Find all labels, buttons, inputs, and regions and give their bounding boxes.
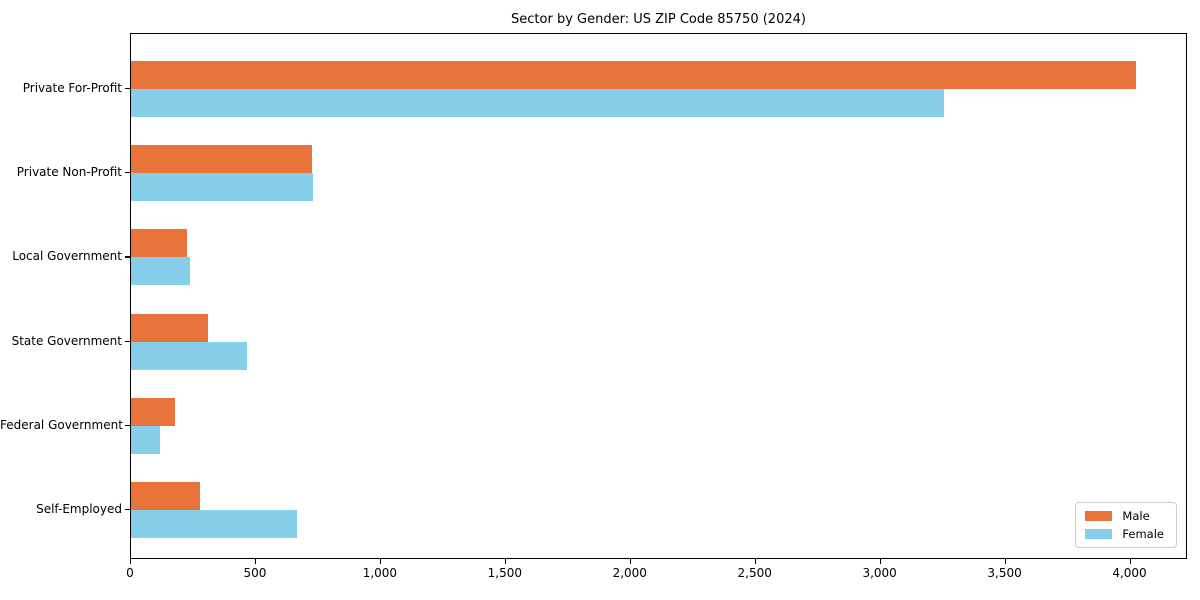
- legend-item-female: Female: [1085, 528, 1164, 540]
- bar-female-private-non-profit: [131, 173, 314, 202]
- legend-item-male: Male: [1085, 510, 1164, 522]
- plot-area: Male Female: [130, 33, 1187, 559]
- y-axis-label: Private Non-Profit: [16, 165, 122, 180]
- y-axis-label: Private For-Profit: [22, 81, 122, 95]
- y-tick-mark: [125, 256, 130, 258]
- x-tick-label: 2,000: [612, 566, 647, 580]
- y-axis-label: Local Government: [12, 249, 122, 264]
- bar-female-private-for-profit: [131, 89, 945, 117]
- x-tick-mark: [504, 559, 506, 564]
- x-tick-label: 3,500: [987, 566, 1022, 580]
- bar-male-federal-government: [131, 397, 175, 426]
- x-tick-mark: [254, 559, 257, 564]
- bar-female-federal-government: [131, 425, 160, 454]
- legend-label: Male: [1122, 509, 1150, 523]
- bar-male-self-employed: [131, 482, 200, 510]
- x-tick-mark: [754, 559, 756, 564]
- chart-title: Sector by Gender: US ZIP Code 85750 (202…: [511, 12, 806, 27]
- x-tick-label: 1,000: [362, 566, 398, 580]
- bar-male-private-non-profit: [131, 145, 313, 174]
- x-tick-label: 500: [243, 566, 267, 580]
- y-axis-label: Self-Employed: [36, 502, 122, 516]
- bar-female-state-government: [131, 341, 248, 370]
- legend-swatch-female: [1085, 529, 1113, 539]
- x-tick-label: 0: [126, 566, 134, 580]
- x-tick-label: 3,000: [862, 566, 897, 580]
- bar-male-state-government: [131, 313, 209, 342]
- x-tick-mark: [629, 559, 631, 564]
- y-tick-mark: [125, 424, 130, 426]
- y-tick-mark: [125, 509, 130, 511]
- legend: Male Female: [1075, 502, 1177, 548]
- y-axis-label: State Government: [11, 333, 122, 348]
- y-axis-label: Federal Government: [0, 417, 123, 432]
- x-tick-label: 1,500: [487, 566, 522, 580]
- x-tick-label: 4,000: [1112, 566, 1147, 580]
- bar-female-local-government: [131, 257, 190, 286]
- y-tick-mark: [125, 172, 130, 174]
- y-tick-mark: [125, 88, 130, 90]
- x-tick-mark: [130, 559, 132, 564]
- x-tick-label: 2,500: [737, 566, 772, 580]
- x-tick-mark: [879, 559, 881, 564]
- x-tick-mark: [379, 559, 382, 564]
- bar-female-self-employed: [131, 510, 298, 538]
- x-tick-mark: [1129, 559, 1131, 564]
- legend-label: Female: [1122, 527, 1164, 541]
- y-tick-mark: [125, 340, 130, 342]
- bar-male-local-government: [131, 229, 188, 258]
- x-tick-mark: [1004, 559, 1006, 564]
- bar-male-private-for-profit: [131, 61, 1136, 89]
- legend-swatch-male: [1085, 511, 1113, 521]
